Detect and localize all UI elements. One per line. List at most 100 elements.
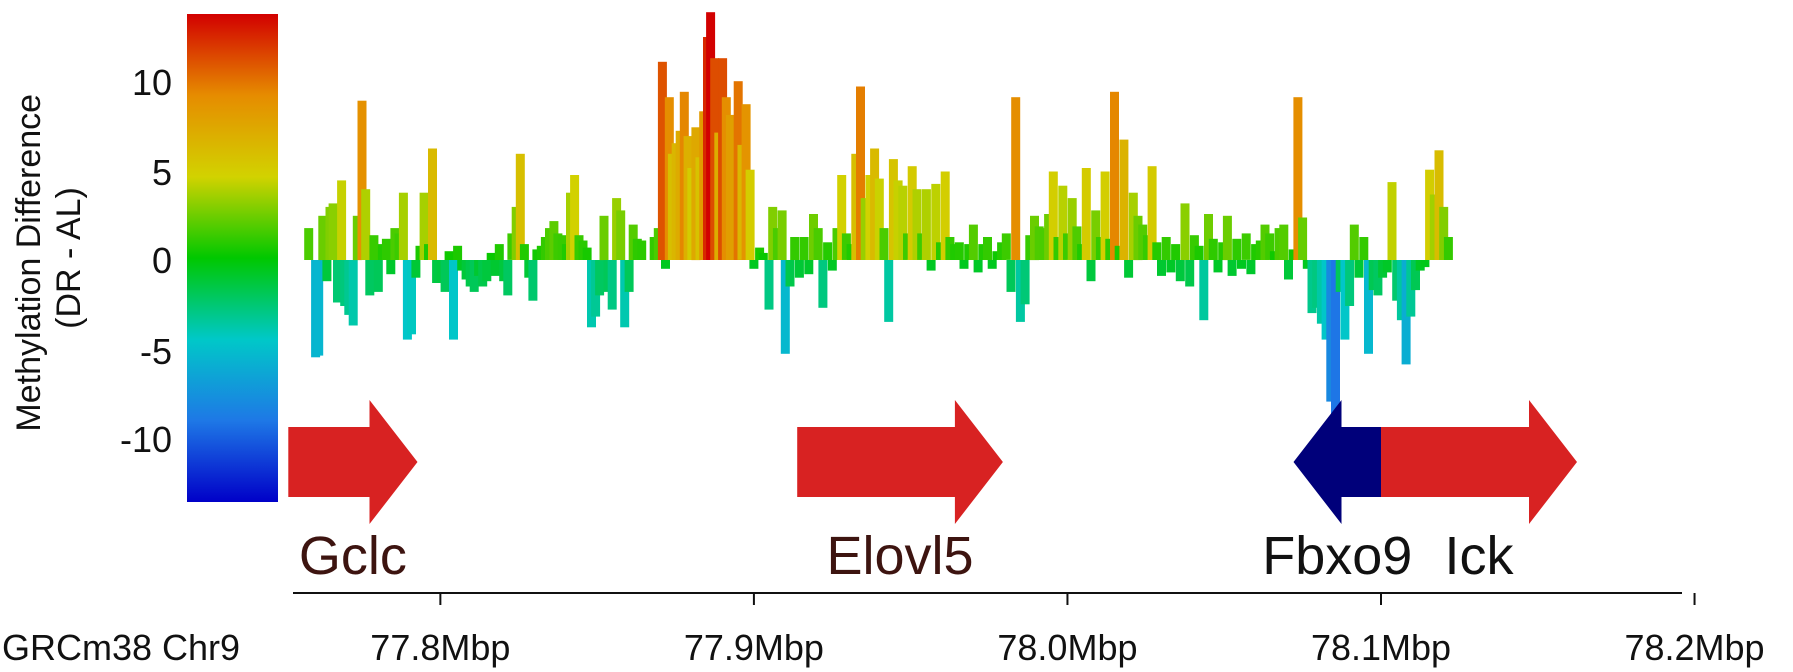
gene-label-fbxo9: Fbxo9 (1262, 526, 1412, 586)
methylation-bar (381, 238, 391, 260)
methylation-bar (1302, 260, 1312, 269)
methylation-bar (1411, 260, 1420, 291)
methylation-bar (870, 148, 880, 260)
methylation-bar (1354, 260, 1364, 278)
methylation-bar (1039, 228, 1049, 260)
methylation-bar (1373, 260, 1383, 296)
methylation-bar (1091, 210, 1101, 260)
methylation-bar (1213, 260, 1223, 273)
methylation-bar (494, 244, 504, 260)
methylation-bar (1246, 260, 1256, 275)
methylation-bar (856, 86, 865, 260)
methylation-bar (1274, 228, 1284, 260)
methylation-bar (1425, 169, 1435, 260)
methylation-bar (983, 237, 992, 260)
methylation-bar (992, 251, 1002, 260)
methylation-bar (749, 260, 759, 269)
methylation-bar (1349, 224, 1359, 260)
methylation-bar (1119, 139, 1129, 260)
methylation-bar (1138, 224, 1148, 260)
y-axis-title-line-1: Methylation Difference (10, 94, 48, 432)
y-tick-label: 10 (132, 62, 172, 103)
methylation-bar (1364, 260, 1373, 354)
methylation-bar (1396, 260, 1406, 321)
methylation-bar (318, 215, 328, 261)
methylation-bar (1030, 215, 1039, 261)
methylation-bar (907, 166, 917, 260)
methylation-bar (661, 260, 670, 269)
methylation-bar (328, 203, 338, 260)
methylation-bar (1105, 238, 1115, 260)
methylation-bar (841, 233, 851, 260)
methylation-bar (1100, 171, 1110, 260)
methylation-bar (1387, 182, 1397, 260)
gene-label-elovl5: Elovl5 (826, 526, 973, 586)
methylation-bar (921, 189, 931, 260)
methylation-bar (794, 260, 804, 278)
methylation-bar (304, 228, 314, 260)
methylation-bar (1321, 260, 1331, 340)
methylation-bar (827, 260, 837, 271)
methylation-bar (419, 192, 429, 260)
methylation-bar (322, 260, 332, 282)
methylation-bar (440, 260, 450, 292)
methylation-bar (926, 260, 936, 271)
methylation-bar (964, 244, 974, 260)
methylation-bar (333, 260, 342, 303)
methylation-bar (1307, 260, 1317, 314)
methylation-bar (1142, 235, 1152, 260)
methylation-bar (1067, 198, 1077, 260)
methylation-bar (1208, 238, 1218, 260)
methylation-bar (1241, 233, 1251, 260)
methylation-bar (1269, 251, 1279, 260)
methylation-bar (1434, 150, 1444, 260)
methylation-bar (1359, 237, 1369, 260)
methylation-bar (570, 175, 580, 260)
methylation-bar (1382, 260, 1392, 273)
methylation-bar (1175, 260, 1185, 282)
methylation-bar (337, 180, 347, 260)
methylation-bar (768, 206, 778, 260)
methylation-bars (304, 12, 1453, 420)
methylation-bar (1166, 260, 1176, 273)
methylation-bar (1048, 171, 1058, 260)
methylation-bar (1194, 245, 1204, 260)
methylation-bar (1340, 260, 1350, 340)
methylation-bar (772, 228, 782, 260)
methylation-bar (398, 192, 408, 260)
methylation-bar (1063, 233, 1072, 260)
methylation-bar (1392, 260, 1402, 301)
methylation-bar (490, 260, 500, 276)
methylation-bar (1114, 245, 1124, 260)
methylation-bar (1406, 260, 1416, 317)
methylation-bar (1124, 260, 1134, 278)
methylation-bar (874, 178, 884, 260)
y-tick-label: 5 (152, 152, 172, 193)
methylation-bar (950, 244, 960, 260)
methylation-bar (1152, 242, 1162, 260)
methylation-bar (997, 242, 1007, 260)
methylation-bar (1086, 260, 1096, 282)
methylation-bar (314, 260, 324, 356)
methylation-bar (1222, 215, 1232, 261)
methylation-bar (1185, 260, 1195, 287)
methylation-bar (973, 260, 983, 273)
methylation-bar (1034, 226, 1044, 260)
x-tick-label: 78.0Mbp (997, 627, 1137, 668)
methylation-bar (1189, 235, 1199, 260)
methylation-bar (1429, 194, 1439, 260)
gene-arrow-gclc (288, 400, 418, 524)
x-tick-label: 77.9Mbp (684, 627, 824, 668)
methylation-bar (1180, 203, 1190, 260)
methylation-bar (1420, 260, 1430, 268)
methylation-bar (1326, 260, 1336, 402)
methylation-bar (361, 189, 371, 260)
methylation-bar (809, 214, 818, 260)
methylation-bar (1378, 260, 1388, 278)
gene-arrow-ick (1381, 400, 1577, 524)
methylation-bar (1199, 260, 1209, 321)
methylation-bar (1128, 192, 1138, 260)
genome-label: GRCm38 Chr9 (2, 627, 240, 668)
methylation-bar (620, 260, 630, 328)
